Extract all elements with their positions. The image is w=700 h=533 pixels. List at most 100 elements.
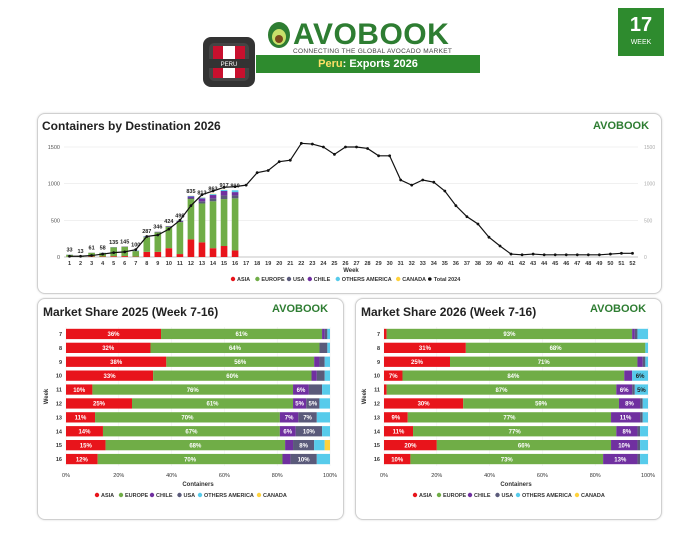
share-segment-chile (282, 453, 291, 465)
share-segment-europe (450, 356, 638, 367)
x-tick-label: 8 (145, 261, 148, 267)
share-segment-usa (640, 398, 643, 409)
share-value-label: 5% (295, 402, 304, 408)
x-tick-label: 9 (156, 261, 159, 267)
legend-marker (428, 277, 432, 281)
legend-label: ASIA (419, 493, 432, 499)
flag-label: PERU (221, 62, 238, 68)
share-value-label: 10% (391, 457, 404, 463)
share-segment-usa (306, 398, 320, 409)
bar-segment-europe (231, 198, 239, 251)
total-2024-point (255, 171, 259, 175)
x-tick-label: 20% (113, 473, 124, 479)
bar-segment-usa (176, 221, 184, 223)
share-segment-europe (95, 412, 280, 423)
y-tick-label: 500 (51, 218, 60, 224)
share-segment-europe (102, 426, 280, 437)
total-2024-point (366, 147, 369, 150)
share-value-label: 7% (285, 416, 294, 422)
total-2024-point (487, 235, 491, 239)
total-2024-point (200, 193, 204, 197)
mini-logo-text: AVOBOOK (590, 303, 647, 315)
x-tick-label: 80% (590, 473, 601, 479)
share-value-label: 8% (623, 429, 632, 435)
x-tick-label: 29 (376, 261, 382, 267)
y-tick-label: 13 (56, 415, 62, 421)
country-name: Peru (318, 58, 343, 70)
legend-marker (335, 276, 340, 282)
y-tick-label: 9 (59, 360, 62, 366)
share-value-label: 32% (102, 346, 115, 352)
total-2024-point (211, 189, 215, 193)
y2-tick-label: 1500 (644, 145, 655, 151)
bar-segment-usa (209, 198, 217, 202)
legend-label: CHILE (474, 493, 491, 499)
share-value-label: 13% (614, 457, 627, 463)
share-segment-chile (279, 412, 299, 423)
y-tick-label: 16 (374, 457, 380, 463)
share-value-label: 10% (618, 443, 631, 449)
share-segment-europe (92, 384, 294, 395)
share-segment-asia (384, 398, 464, 409)
x-tick-label: 50 (607, 261, 613, 267)
x-tick-label: 26 (342, 261, 348, 267)
x-tick-label: 60% (219, 473, 230, 479)
share-2025-chart: 0% 20% 40% 60% 80% 100% Containers Week 7 36% 61% 8… (44, 327, 337, 499)
x-tick-label: 3 (90, 261, 93, 267)
share-segment-others-america (327, 342, 330, 353)
share-segment-chile (293, 384, 309, 395)
x-tick-label: 48 (585, 261, 591, 267)
legend-marker (286, 276, 292, 282)
y-tick-label: 14 (56, 429, 63, 435)
bar-segment-usa (187, 197, 195, 200)
bar-segment-chile (198, 198, 206, 202)
share-segment-asia (66, 412, 96, 423)
bar-segment-europe (176, 222, 184, 255)
x-tick-label: 12 (188, 261, 194, 267)
x-tick-label: 14 (210, 261, 217, 267)
share-value-label: 11% (620, 416, 632, 422)
total-2024-point (101, 252, 105, 256)
share-value-label: 61% (236, 332, 249, 338)
share-segment-others-america (322, 384, 330, 395)
total-2024-point (189, 204, 193, 208)
share-segment-asia (384, 440, 437, 451)
share-segment-chile (616, 384, 633, 395)
share-value-label: 70% (184, 457, 197, 463)
y-axis-label: Week (44, 388, 50, 404)
share-2026-panel: Market Share 2026 (Week 7-16) AVOBOOK 0%… (355, 298, 662, 520)
total-2024-point (90, 254, 93, 257)
share-segment-asia (66, 384, 93, 395)
share-segment-asia (384, 384, 387, 395)
mini-logo-text: AVOBOOK (272, 303, 329, 315)
share-value-label: 68% (550, 346, 563, 352)
legend-label: OTHERS AMERICA (522, 493, 572, 499)
x-tick-label: 40% (166, 473, 177, 479)
share-value-label: 33% (104, 374, 117, 380)
x-tick-label: 33 (420, 261, 426, 267)
total-2024-point (553, 253, 557, 257)
total-2024-point (134, 248, 138, 252)
week-label: WEEK (630, 39, 652, 46)
legend-label: EUROPE (261, 277, 285, 283)
bar-segment-asia (231, 250, 239, 257)
share-value-label: 7% (389, 374, 398, 380)
x-tick-label: 18 (254, 261, 260, 267)
y2-tick-label: 1000 (644, 182, 655, 188)
total-2024-point (564, 253, 568, 257)
share-value-label: 11% (393, 429, 405, 435)
share-value-label: 61% (207, 402, 220, 408)
legend-label: USA (293, 277, 305, 283)
share-segment-others-america (632, 370, 648, 381)
legend-label: EUROPE (125, 493, 149, 499)
x-tick-label: 10 (166, 261, 172, 267)
legend-marker (307, 276, 312, 282)
x-tick-label: 35 (442, 261, 448, 267)
y-tick-label: 8 (59, 346, 62, 352)
legend-marker (230, 276, 236, 282)
share-segment-usa (637, 426, 641, 437)
peru-flag-icon: PERU (209, 43, 249, 81)
bar-segment-europe (209, 201, 217, 249)
total-2024-point (410, 183, 414, 187)
